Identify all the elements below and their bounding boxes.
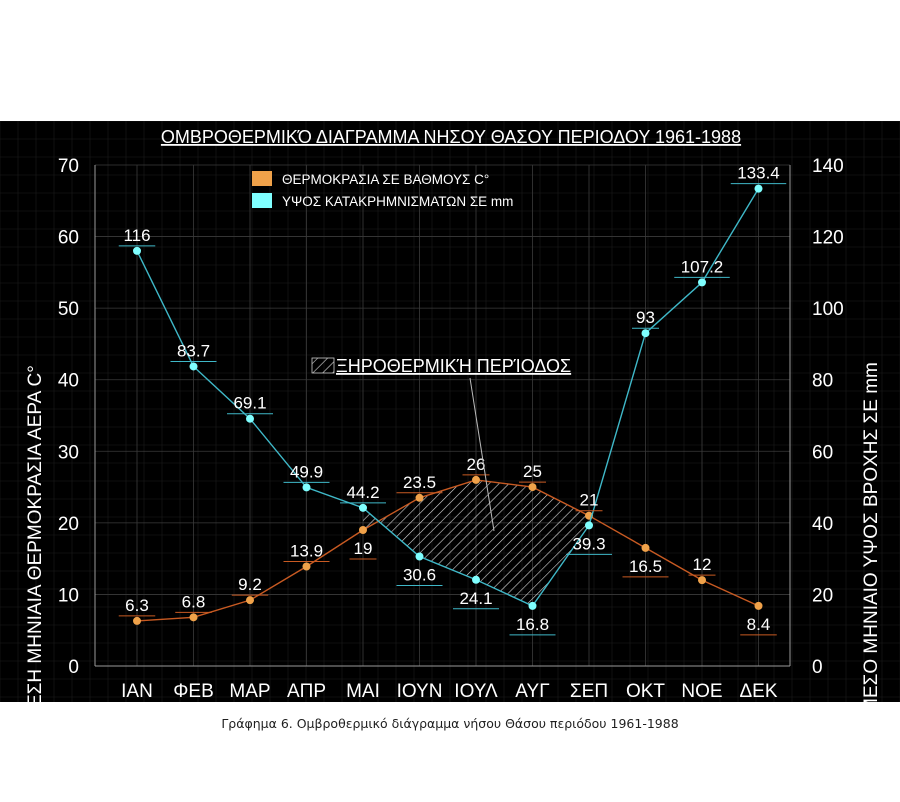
x-tick-label: ΙΟΥΛ (454, 681, 498, 702)
dry-period-leader-line (469, 377, 495, 532)
x-tick-label: ΣΕΠ (570, 681, 608, 702)
temperature-point (302, 562, 311, 571)
precipitation-point (133, 246, 141, 255)
temperature-data-label: 6.3 (125, 596, 149, 615)
y-left-tick-label: 20 (58, 514, 79, 535)
temperature-point (359, 526, 367, 535)
y-right-tick-label: 140 (812, 156, 844, 177)
y-left-tick-label: 0 (68, 657, 79, 678)
x-tick-label: ΑΠΡ (287, 681, 326, 702)
temperature-data-label: 26 (467, 455, 486, 474)
precipitation-data-label: 69.1 (233, 394, 266, 413)
precipitation-data-label: 107.2 (681, 257, 724, 276)
series (133, 184, 763, 625)
precipitation-data-label: 133.4 (737, 164, 780, 183)
temperature-data-label: 23.5 (403, 473, 436, 492)
hatch-swatch (311, 357, 335, 374)
figure-caption: Γράφημα 6. Ομβροθερμικό διάγραμμα νήσου … (221, 716, 679, 731)
precipitation-data-label: 83.7 (177, 341, 210, 360)
temperature-point (754, 601, 763, 610)
precipitation-data-label: 30.6 (403, 565, 436, 584)
y-left-tick-label: 60 (58, 228, 79, 249)
temperature-data-label: 12 (693, 555, 712, 574)
temperature-line (136, 479, 759, 622)
precipitation-point (302, 483, 311, 492)
y-left-tick-label: 50 (58, 299, 79, 320)
temperature-data-label: 25 (523, 462, 542, 481)
y-right-tick-label: 0 (812, 657, 823, 678)
temperature-point (698, 576, 706, 585)
dry-period-label: ΞΗΡΟΘΕΡΜΙΚΉ ΠΕΡΊΟΔΟΣ (336, 356, 571, 376)
legend-label: ΘΕΡΜΟΚΡΑΣΙΑ ΣΕ ΒΑΘΜΟΥΣ C° (282, 172, 489, 187)
precipitation-point (415, 552, 424, 561)
precipitation-line (136, 188, 760, 607)
y-right-tick-label: 100 (812, 299, 844, 320)
temperature-data-label: 16.5 (629, 557, 662, 576)
temperature-point (189, 613, 198, 622)
x-tick-label: ΜΑΡ (229, 681, 270, 702)
ombrothermic-chart: 0 10 20 30 40 50 60 70 0 20 40 60 80 100 120 140 ΙΑΝ ΦΕΒ Μ… (0, 120, 900, 723)
precipitation-data-label: 16.8 (516, 615, 549, 634)
grid (0, 120, 900, 702)
legend-swatch (252, 193, 272, 208)
precipitation-point (246, 414, 254, 423)
data-labels: 6.3 6.8 9.2 13.9 19 23.5 26 25 21 16.5 12 8.4 116 83.… (118, 164, 787, 636)
y-axis-right-label: ΜΕΣΟ ΜΗΝΙΑΙΟ ΥΨΟΣ ΒΡΟΧΗΣ ΣΕ mm (861, 362, 882, 702)
y-left-tick-label: 70 (58, 156, 79, 177)
y-right-tick-label: 40 (812, 514, 833, 535)
precipitation-data-label: 93 (636, 308, 655, 327)
chart-title: ΟΜΒΡΟΘΕΡΜΙΚΌ ΔΙΑΓΡΑΜΜΑ ΝΗΣΟΥ ΘΑΣΟΥ ΠΕΡΙΟ… (161, 127, 741, 147)
temperature-data-label: 21 (580, 491, 599, 510)
precipitation-point (189, 362, 198, 371)
x-tick-label: ΙΑΝ (121, 681, 153, 702)
precipitation-point (754, 184, 763, 193)
temperature-data-label: 9.2 (238, 575, 262, 594)
legend: ΘΕΡΜΟΚΡΑΣΙΑ ΣΕ ΒΑΘΜΟΥΣ C° ΥΨΟΣ ΚΑΤΑΚΡΗΜΝΙ… (252, 171, 513, 209)
x-tick-label: ΜΑΙ (346, 681, 380, 702)
y-right-tick-label: 20 (812, 585, 833, 606)
precipitation-point (528, 601, 537, 610)
x-tick-label: ΑΥΓ (515, 681, 549, 702)
x-tick-label: ΟΚΤ (626, 681, 665, 702)
y-axis-left-label: ΜΕΣΗ ΜΗΝΙΑΙΑ ΘΕΡΜΟΚΡΑΣΙΑ ΑΕΡΑ C° (25, 365, 46, 702)
precipitation-point (472, 575, 480, 584)
y-left-tick-label: 30 (58, 442, 79, 463)
x-tick-label: ΙΟΥΝ (397, 681, 443, 702)
temperature-data-label: 6.8 (182, 592, 206, 611)
temperature-data-label: 13.9 (290, 542, 323, 561)
annotation: ΞΗΡΟΘΕΡΜΙΚΉ ΠΕΡΊΟΔΟΣ (311, 356, 571, 532)
temperature-point (528, 483, 537, 492)
legend-label: ΥΨΟΣ ΚΑΤΑΚΡΗΜΝΙΣΜΑΤΩΝ ΣΕ mm (282, 194, 513, 209)
precipitation-data-label: 49.9 (290, 462, 323, 481)
temperature-data-label: 19 (354, 539, 373, 558)
temperature-point (246, 596, 254, 605)
precipitation-point (585, 521, 593, 530)
dry-period-area (363, 479, 589, 606)
precipitation-data-label: 44.2 (346, 483, 379, 502)
temperature-point (641, 543, 650, 552)
y-left-tick-label: 10 (58, 585, 79, 606)
temperature-point (472, 475, 480, 484)
temperature-data-label: 8.4 (747, 615, 771, 634)
x-tick-label: ΝΟΕ (681, 681, 722, 702)
legend-swatch (252, 171, 272, 186)
dry-period-hatch (363, 479, 589, 606)
precipitation-data-label: 39.3 (572, 534, 605, 553)
x-tick-label: ΦΕΒ (173, 681, 214, 702)
y-right-tick-label: 80 (812, 371, 833, 392)
chart-figure: 0 10 20 30 40 50 60 70 0 20 40 60 80 100 120 140 ΙΑΝ ΦΕΒ Μ… (0, 120, 900, 723)
precipitation-data-label: 116 (123, 226, 150, 245)
precipitation-data-label: 24.1 (459, 589, 492, 608)
precipitation-point (359, 503, 367, 512)
temperature-point (415, 493, 424, 502)
y-left-tick-label: 40 (58, 371, 79, 392)
temperature-point (133, 616, 141, 625)
y-right-tick-label: 60 (812, 442, 833, 463)
axes: 0 10 20 30 40 50 60 70 0 20 40 60 80 100 120 140 ΙΑΝ ΦΕΒ Μ… (58, 156, 844, 702)
precipitation-point (698, 278, 706, 287)
y-right-tick-label: 120 (812, 228, 844, 249)
x-tick-label: ΔΕΚ (739, 681, 777, 702)
precipitation-point (641, 329, 650, 338)
